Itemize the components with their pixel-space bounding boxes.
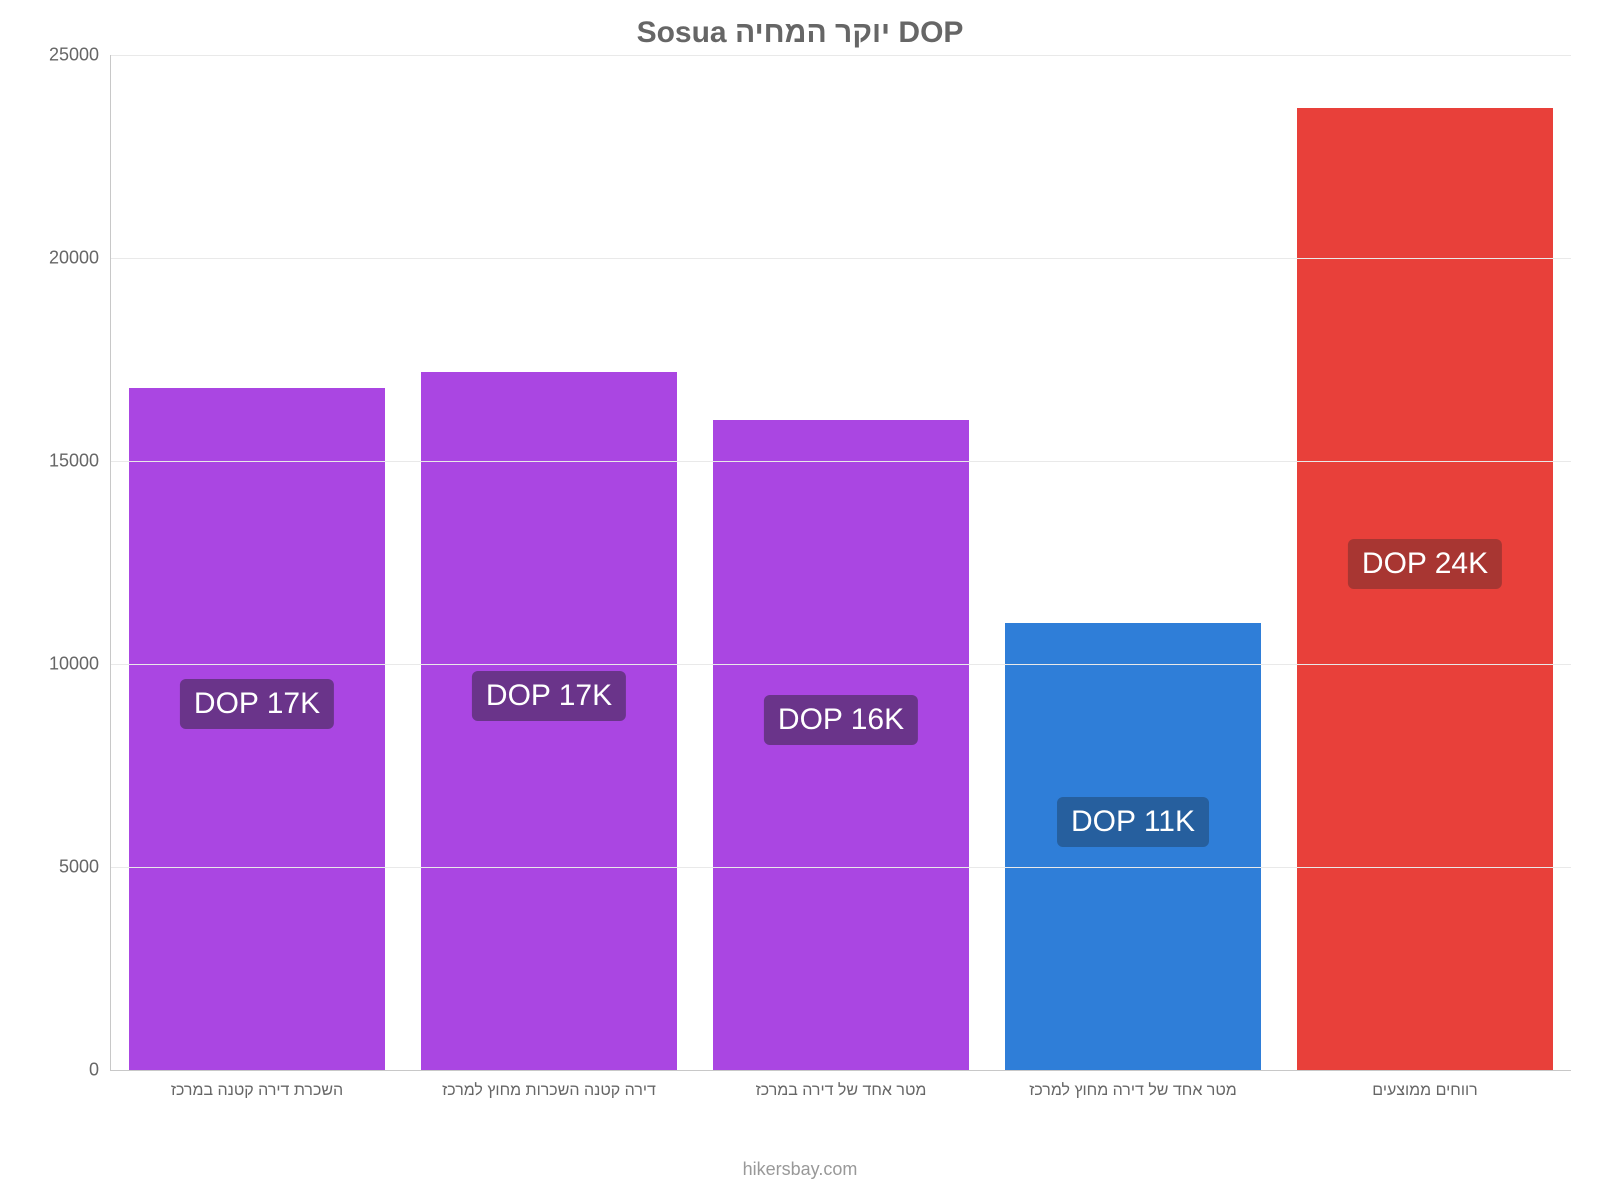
xtick-label: מטר אחד של דירה במרכז [756,1070,927,1100]
cost-of-living-chart: Sosua יוקר המחיה DOP DOP 17Kהשכרת דירה ק… [0,0,1600,1200]
bar-value-badge: DOP 24K [1348,539,1502,589]
bar-slot: DOP 17Kדירה קטנה השכרות מחוץ למרכז [403,55,695,1070]
bar [1005,623,1262,1070]
bar-slot: DOP 24Kרווחים ממוצעים [1279,55,1571,1070]
bar-value-badge: DOP 17K [180,679,334,729]
ytick-label: 15000 [49,451,111,472]
gridline [111,867,1571,868]
bar [713,420,970,1070]
bar-slot: DOP 17Kהשכרת דירה קטנה במרכז [111,55,403,1070]
chart-footer: hikersbay.com [0,1159,1600,1180]
ytick-label: 25000 [49,45,111,66]
bar [1297,108,1554,1070]
ytick-label: 20000 [49,248,111,269]
bar-value-badge: DOP 16K [764,695,918,745]
ytick-label: 10000 [49,654,111,675]
xtick-label: רווחים ממוצעים [1372,1070,1477,1100]
chart-title: Sosua יוקר המחיה DOP [0,16,1600,50]
bar-slot: DOP 16Kמטר אחד של דירה במרכז [695,55,987,1070]
ytick-label: 0 [89,1060,111,1081]
bar-value-badge: DOP 17K [472,671,626,721]
bars-layer: DOP 17Kהשכרת דירה קטנה במרכזDOP 17Kדירה … [111,55,1571,1070]
bar-slot: DOP 11Kמטר אחד של דירה מחוץ למרכז [987,55,1279,1070]
xtick-label: דירה קטנה השכרות מחוץ למרכז [442,1070,656,1100]
xtick-label: השכרת דירה קטנה במרכז [171,1070,343,1100]
bar-value-badge: DOP 11K [1057,797,1209,847]
gridline [111,55,1571,56]
gridline [111,664,1571,665]
xtick-label: מטר אחד של דירה מחוץ למרכז [1029,1070,1237,1100]
gridline [111,461,1571,462]
plot-area: DOP 17Kהשכרת דירה קטנה במרכזDOP 17Kדירה … [110,55,1571,1071]
bar [421,372,678,1070]
ytick-label: 5000 [59,857,111,878]
gridline [111,258,1571,259]
